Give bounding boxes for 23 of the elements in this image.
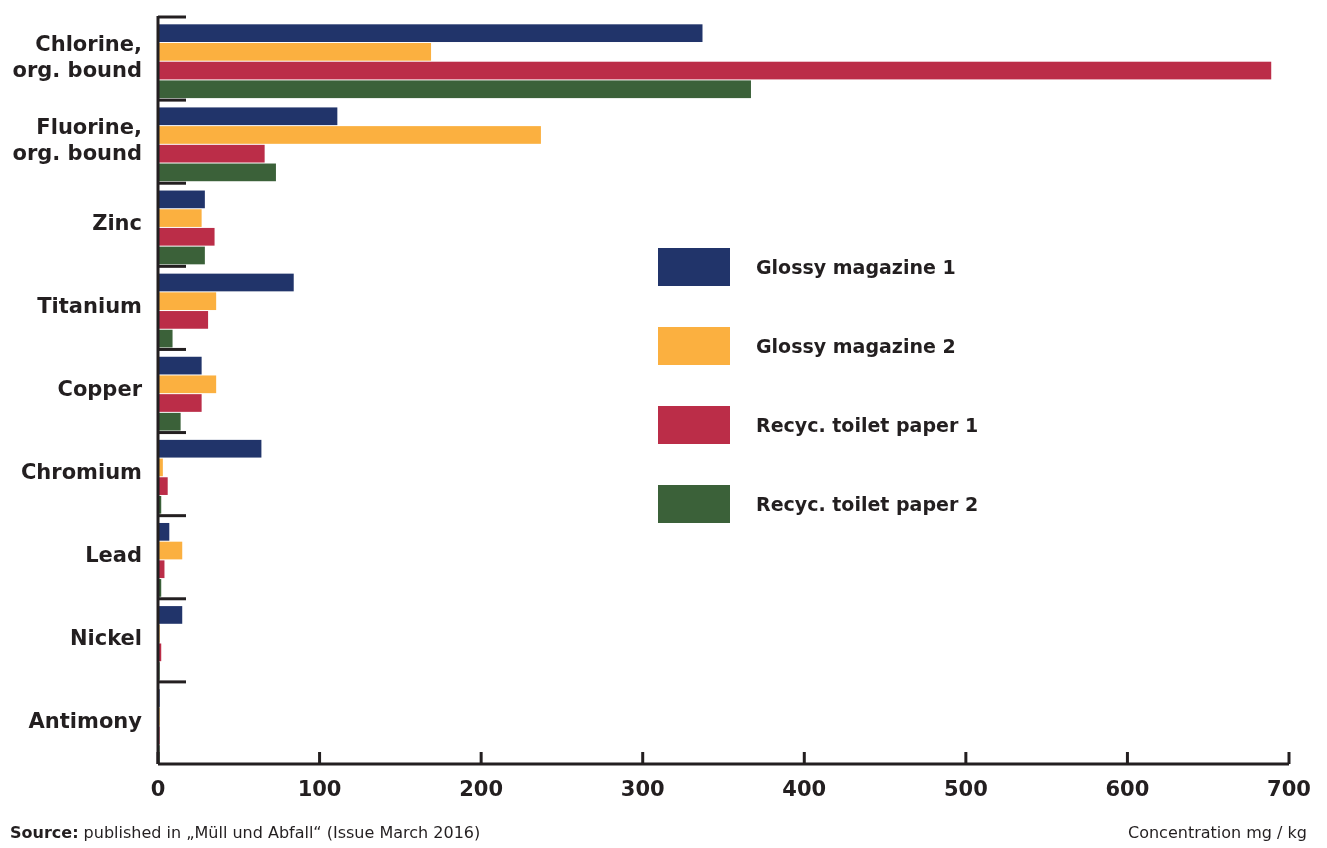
- x-tick-label: 600: [1105, 777, 1150, 801]
- x-tick-label: 0: [150, 777, 166, 801]
- y-tick-label: Antimony: [28, 709, 143, 734]
- x-tick-label: 100: [297, 777, 342, 801]
- y-tick-label: Zinc: [92, 210, 142, 235]
- x-tick-label: 200: [459, 777, 504, 801]
- x-tick-label: 400: [782, 777, 827, 801]
- y-tick-label: Fluorine, org. bound: [12, 114, 142, 165]
- y-tick-label: Titanium: [37, 293, 142, 318]
- y-tick-label: Nickel: [69, 626, 142, 651]
- x-tick-label: 500: [943, 777, 988, 801]
- x-tick-label: 700: [1267, 777, 1311, 801]
- legend-label: Recyc. toilet paper 1: [756, 414, 979, 436]
- y-tick-label: Copper: [57, 377, 143, 401]
- x-axis-title: Concentration mg / kg: [1128, 823, 1307, 842]
- x-tick-label: 300: [620, 777, 665, 801]
- y-tick-label: Chromium: [20, 460, 142, 485]
- legend-label: Glossy magazine 2: [756, 335, 956, 357]
- legend-label: Recyc. toilet paper 2: [756, 493, 979, 515]
- y-tick-label: Chlorine, org. bound: [12, 31, 142, 82]
- y-tick-label: Lead: [85, 543, 142, 568]
- source-note: Source: published in „Müll und Abfall“ (Issue March 2016): [10, 823, 481, 842]
- legend-label: Glossy magazine 1: [756, 256, 956, 278]
